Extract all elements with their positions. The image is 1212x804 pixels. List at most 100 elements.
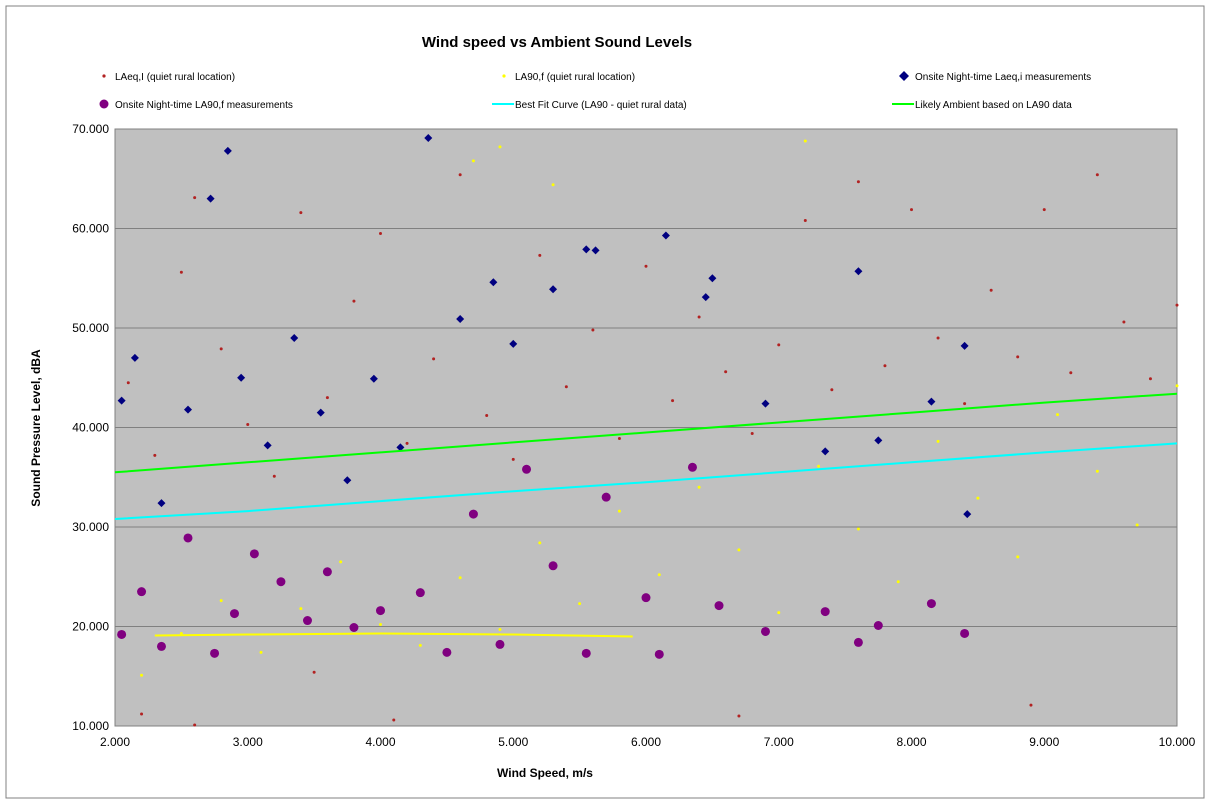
series-1-point-25: [1135, 523, 1139, 527]
chart-title: Wind speed vs Ambient Sound Levels: [422, 34, 692, 51]
series-2-point-10: [343, 476, 352, 485]
series-1-point-26: [1175, 384, 1179, 388]
series-1-point-19: [896, 580, 900, 584]
y-axis-label: Sound Pressure Level, dBA: [29, 349, 43, 507]
series-0-point-8: [325, 396, 329, 400]
series-0-point-6: [272, 474, 276, 478]
series-1-point-2: [219, 599, 223, 603]
series-3-point-11: [376, 606, 385, 616]
x-tick-label-1: 3.000: [233, 735, 263, 749]
series-0-point-28: [856, 180, 860, 184]
series-1-point-22: [1016, 555, 1020, 559]
series-0-point-38: [1122, 320, 1126, 324]
series-0-point-30: [910, 208, 913, 212]
series-2-point-16: [509, 339, 518, 348]
series-2-point-17: [549, 285, 558, 294]
series-0-point-15: [511, 457, 515, 461]
series-3-point-1: [137, 587, 147, 597]
series-5-line: [114, 392, 1178, 474]
series-0-point-1: [153, 453, 157, 457]
series-3-point-15: [495, 639, 505, 649]
x-axis-ticks: 2.000 3.000 4.000 5.000 6.000 7.000 8.000 9.000…: [100, 735, 1196, 749]
series-3-point-22: [687, 462, 697, 472]
series-3-point-0: [117, 629, 127, 639]
series-0-point-24: [750, 431, 754, 435]
x-tick-label-5: 7.000: [764, 735, 794, 749]
series-1: [140, 139, 1179, 677]
legend-item-likely-ambient: Likely Ambient based on LA90 data: [892, 100, 1072, 111]
series-3-point-17: [548, 561, 558, 571]
series-2-point-19: [591, 246, 600, 255]
series-2-point-3: [184, 405, 193, 414]
series-3-point-7: [276, 577, 286, 587]
legend-label-best-fit: Best Fit Curve (LA90 - quiet rural data): [515, 100, 687, 111]
legend-swatch-laeq-rural: [102, 74, 106, 78]
series-1-point-5: [339, 560, 343, 564]
legend-swatch-onsite-la90: [99, 99, 109, 109]
series-1-point-24: [1095, 469, 1099, 473]
x-tick-label-6: 8.000: [896, 735, 926, 749]
series-0-point-39: [1148, 377, 1152, 381]
series-3-point-6: [249, 549, 259, 559]
series-3-point-13: [442, 647, 452, 657]
x-tick-label-8: 10.000: [1159, 735, 1196, 749]
series-0-point-44: [737, 714, 741, 718]
series-1-point-7: [418, 643, 422, 647]
series-0-point-7: [299, 211, 303, 215]
series-3-point-16: [522, 464, 532, 474]
series-1-point-18: [856, 527, 860, 531]
series-0-point-27: [830, 388, 834, 392]
series-1-point-15: [737, 548, 741, 552]
series-0-point-43: [392, 718, 396, 722]
series-0-point-13: [458, 173, 462, 177]
series-1-point-16: [777, 611, 781, 615]
series-3-point-9: [322, 567, 332, 577]
series-0-point-3: [193, 196, 197, 200]
series-3-point-8: [302, 616, 312, 626]
series-0-point-17: [564, 385, 568, 389]
legend-item-la90-rural: LA90,f (quiet rural location): [502, 72, 635, 83]
series-0-point-41: [140, 712, 144, 716]
series-2-point-1: [130, 353, 139, 362]
series-0-point-37: [1095, 173, 1099, 177]
series-1-point-12: [617, 509, 621, 513]
series-1-point-13: [657, 573, 661, 577]
series-0-point-18: [591, 328, 595, 332]
series-2-point-12: [396, 443, 405, 452]
series-3-point-4: [210, 648, 220, 658]
series-2-point-14: [456, 315, 465, 324]
legend-item-onsite-laeq: Onsite Night-time Laeq,i measurements: [899, 71, 1091, 83]
series-2-point-18: [582, 245, 591, 254]
series-2-point-23: [761, 399, 770, 408]
legend-label-laeq-rural: LAeq,I (quiet rural location): [115, 72, 235, 83]
x-tick-label-2: 4.000: [365, 735, 395, 749]
series-0-point-21: [671, 399, 675, 403]
series-3-point-21: [654, 649, 664, 659]
series-1-point-17: [817, 464, 821, 468]
legend-swatch-onsite-laeq: [899, 71, 909, 81]
legend-label-la90-rural: LA90,f (quiet rural location): [515, 72, 635, 83]
series-1-point-28: [803, 139, 807, 143]
series-2-point-6: [237, 373, 246, 382]
series-2-point-13: [424, 133, 433, 142]
x-tick-label-7: 9.000: [1029, 735, 1059, 749]
series-2-point-27: [927, 397, 936, 406]
series-1-point-20: [936, 439, 940, 443]
series-0-point-9: [352, 299, 356, 303]
series-0-point-0: [126, 381, 130, 385]
series-2-point-20: [661, 231, 670, 240]
legend-label-likely-ambient: Likely Ambient based on LA90 data: [915, 100, 1072, 111]
series-2-point-15: [489, 278, 498, 287]
x-tick-label-3: 5.000: [498, 735, 528, 749]
series-0-point-22: [697, 315, 701, 319]
legend-item-best-fit: Best Fit Curve (LA90 - quiet rural data): [492, 100, 687, 111]
series-0-point-4: [219, 347, 223, 351]
series-3-point-19: [601, 492, 611, 502]
series-0-point-40: [1175, 303, 1179, 307]
series-0-point-46: [193, 723, 197, 727]
series-3-point-5: [229, 609, 239, 619]
series-1-point-14: [697, 485, 701, 489]
series-1-point-8: [458, 576, 462, 580]
series-0-point-5: [246, 423, 250, 427]
